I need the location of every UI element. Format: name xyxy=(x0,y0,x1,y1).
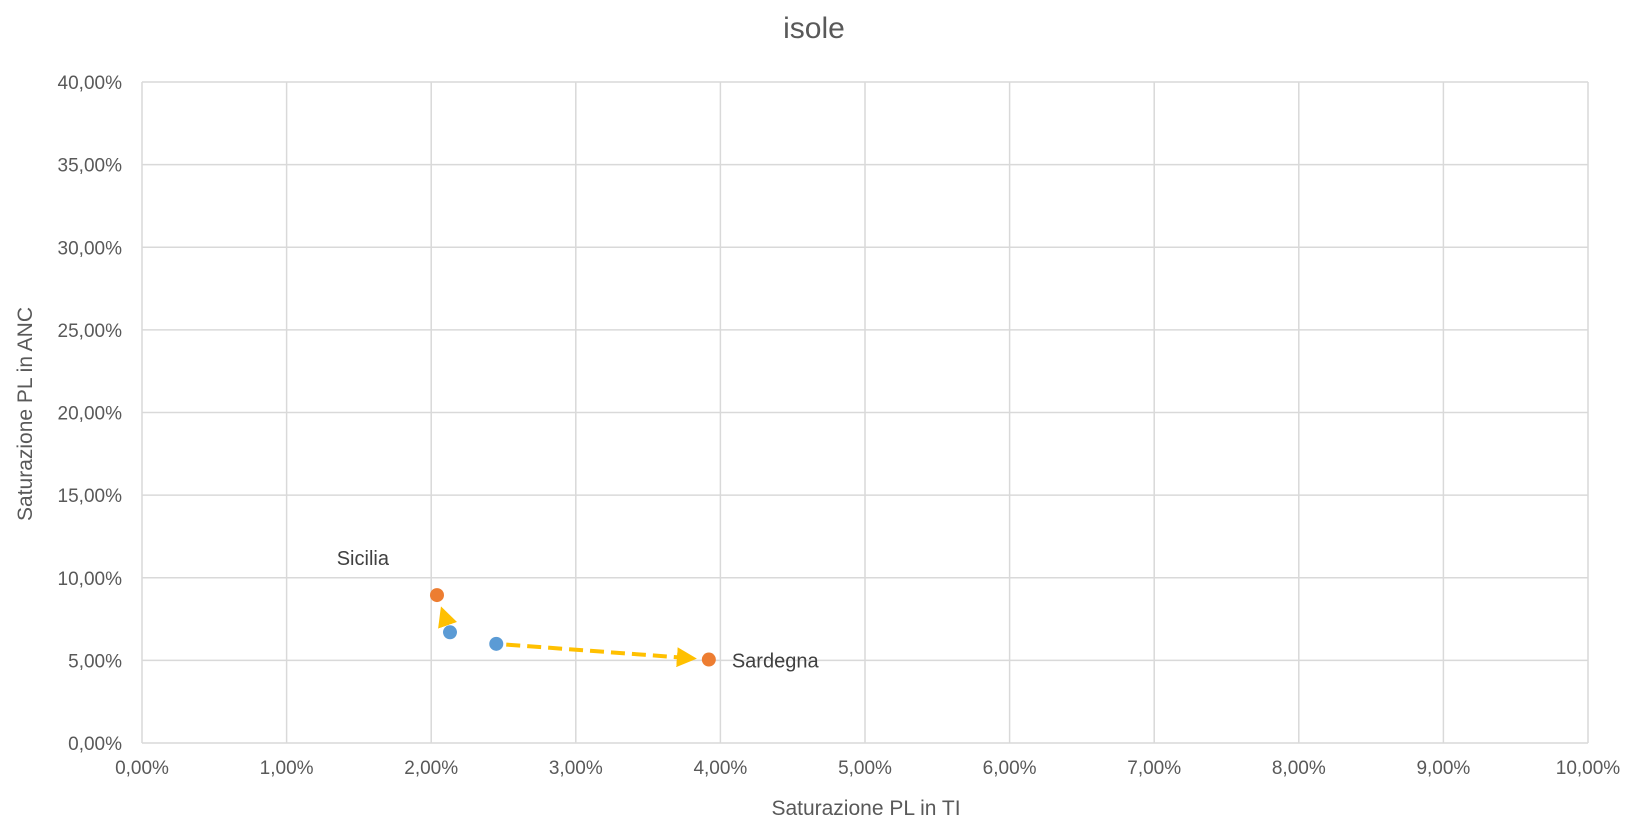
points xyxy=(429,588,716,667)
axes: 0,00% 1,00% 2,00% 3,00% 4,00% 5,00% 6,00% 7,00%… xyxy=(58,73,1621,779)
y-tick-label: 0,00% xyxy=(68,734,122,755)
x-tick-label: 4,00% xyxy=(693,758,747,779)
y-axis-title: Saturazione PL in ANC xyxy=(14,307,37,521)
y-tick-label: 20,00% xyxy=(58,404,123,425)
x-tick-label: 5,00% xyxy=(838,758,892,779)
x-axis-title: Saturazione PL in TI xyxy=(771,797,960,820)
y-tick-label: 40,00% xyxy=(58,73,123,94)
grid xyxy=(142,81,1589,743)
trend-arrow xyxy=(506,642,697,668)
y-tick-label: 35,00% xyxy=(58,156,123,177)
point-label: Sicilia xyxy=(337,548,390,570)
x-tick-label: 8,00% xyxy=(1272,758,1326,779)
point-label: Sardegna xyxy=(732,651,820,673)
x-tick-label: 0,00% xyxy=(115,758,169,779)
x-tick-label: 7,00% xyxy=(1127,758,1181,779)
data-point xyxy=(489,636,504,651)
y-tick-label: 30,00% xyxy=(58,238,123,259)
x-tick-label: 9,00% xyxy=(1416,758,1470,779)
data-point xyxy=(429,588,444,603)
y-tick-label: 15,00% xyxy=(58,486,123,507)
x-tick-label: 1,00% xyxy=(260,758,314,779)
data-point xyxy=(701,652,716,667)
trend-arrow xyxy=(438,606,457,629)
x-tick-label: 10,00% xyxy=(1556,758,1621,779)
chart-title: isole xyxy=(783,12,845,45)
data-labels: Sicilia Sardegna xyxy=(337,548,820,672)
x-tick-label: 3,00% xyxy=(549,758,603,779)
arrows xyxy=(438,606,697,668)
y-tick-label: 5,00% xyxy=(68,651,122,672)
data-point xyxy=(442,625,457,640)
x-tick-label: 6,00% xyxy=(983,758,1037,779)
y-tick-label: 25,00% xyxy=(58,321,123,342)
y-tick-label: 10,00% xyxy=(58,569,123,590)
x-tick-label: 2,00% xyxy=(404,758,458,779)
